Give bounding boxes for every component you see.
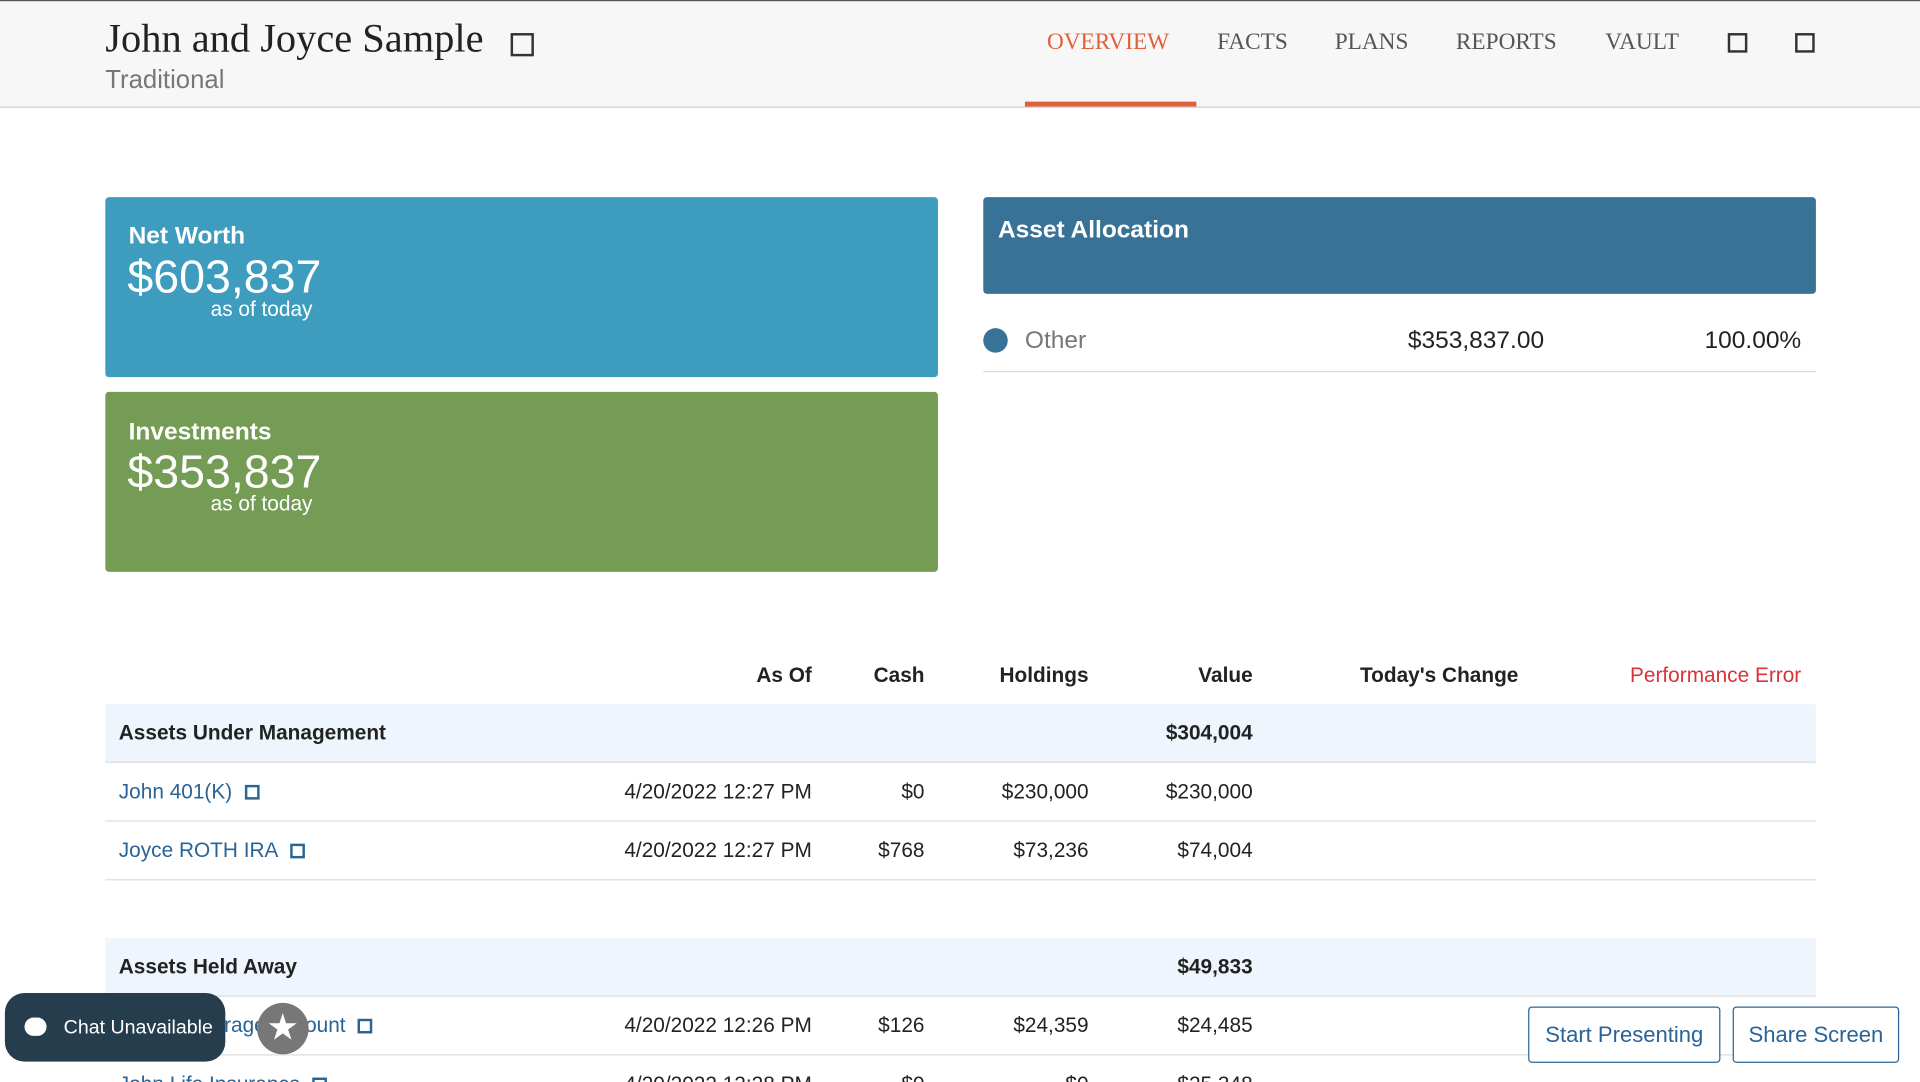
account-link[interactable]: John 401(K) (118, 780, 233, 804)
icon[interactable] (290, 843, 305, 859)
group-name: Assets Held Away (118, 955, 297, 979)
column-header: As Of (756, 663, 812, 687)
net-worth-card[interactable]: Net Worth $603,837 as of today (105, 197, 938, 378)
row-divider (105, 879, 1816, 881)
chat-label: Chat Unavailable (63, 1017, 213, 1039)
column-header: Holdings (999, 663, 1089, 687)
nav-item[interactable]: REPORTS (1455, 29, 1557, 56)
allocation-percent: 100.00% (1704, 326, 1802, 354)
group-total: $49,833 (1177, 955, 1253, 979)
allocation-amount: $353,837.00 (1407, 326, 1545, 354)
card-value: $603,837 (127, 252, 322, 304)
cell: $768 (878, 838, 925, 863)
row-divider (105, 1054, 1816, 1056)
cell: $230,000 (1165, 780, 1253, 804)
allocation-header: Asset Allocation (983, 197, 1816, 294)
row-divider (105, 820, 1816, 822)
cell: $0 (1065, 1073, 1088, 1082)
card-value: $353,837 (127, 446, 322, 499)
investments-card[interactable]: Investments $353,837 as of today (105, 391, 938, 572)
start-presenting-button[interactable]: Start Presenting (1528, 1006, 1721, 1063)
nav-item[interactable]: FACTS (1217, 29, 1288, 56)
icon[interactable] (357, 1018, 373, 1034)
card-note: as of today (210, 492, 313, 516)
icon[interactable] (510, 33, 534, 57)
column-header: Value (1198, 663, 1253, 687)
allocation-title: Asset Allocation (997, 216, 1189, 244)
account-link[interactable]: Joyce ROTH IRA (118, 838, 279, 863)
group-name: Assets Under Management (118, 721, 387, 745)
header-bar (0, 0, 1920, 108)
divider (983, 371, 1816, 373)
icon[interactable] (312, 1077, 327, 1082)
active-indicator (1024, 101, 1197, 107)
column-header: Cash (873, 663, 925, 687)
share-screen-button[interactable]: Share Screen (1732, 1006, 1900, 1063)
allocation-name: Other (1024, 326, 1087, 354)
cell: 4/20/2022 12:28 PM (624, 1073, 812, 1082)
group-total: $304,004 (1165, 721, 1253, 745)
cell: $0 (901, 780, 925, 804)
cell: $230,000 (1001, 780, 1089, 804)
nav-item[interactable]: VAULT (1605, 29, 1680, 56)
icon[interactable] (1727, 33, 1748, 53)
cell: $24,485 (1177, 1013, 1253, 1038)
cell: 4/20/2022 12:27 PM (624, 838, 812, 863)
icon[interactable] (1795, 33, 1815, 53)
card-title: Investments (128, 418, 272, 446)
icon[interactable] (244, 784, 260, 800)
cell: 4/20/2022 12:27 PM (624, 780, 812, 804)
account-link[interactable]: John Life Insurance (119, 1073, 301, 1082)
group-row (105, 937, 1816, 997)
cell: $25,348 (1177, 1073, 1252, 1082)
cell: $74,004 (1177, 838, 1253, 863)
legend-dot (983, 328, 1008, 353)
nav-item[interactable]: OVERVIEW (1046, 29, 1170, 56)
cell: $0 (901, 1073, 924, 1082)
chat-button[interactable]: Chat Unavailable (4, 993, 226, 1062)
cell: 4/20/2022 12:26 PM (624, 1013, 812, 1038)
card-title: Net Worth (128, 222, 246, 250)
favorite-icon[interactable]: ★ (257, 1002, 309, 1055)
cell: $126 (878, 1013, 925, 1038)
chat-icon (24, 1017, 47, 1036)
group-row (105, 704, 1816, 763)
client-name: John and Joyce Sample (105, 17, 484, 62)
cell: $73,236 (1013, 838, 1089, 863)
column-header: Today's Change (1359, 663, 1519, 687)
card-note: as of today (210, 297, 313, 321)
column-header: Performance Error (1630, 663, 1802, 687)
nav-item[interactable]: PLANS (1334, 29, 1409, 56)
cell: $24,359 (1013, 1013, 1089, 1038)
subtitle: Traditional (105, 66, 225, 95)
